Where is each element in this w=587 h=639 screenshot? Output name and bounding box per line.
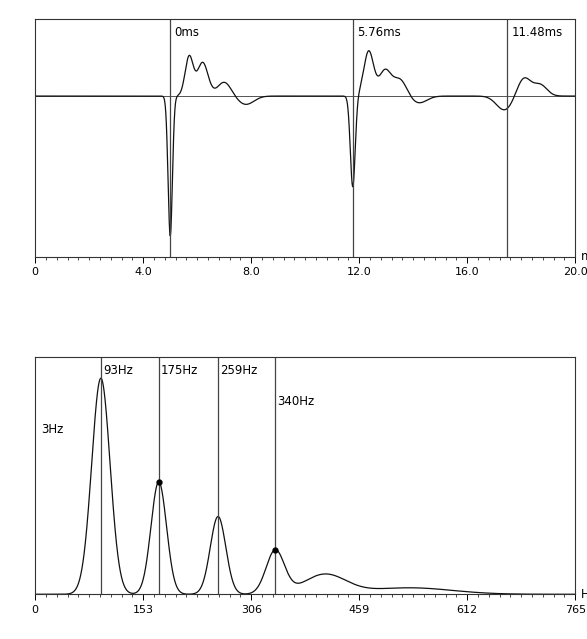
Text: 11.48ms: 11.48ms	[511, 26, 562, 40]
Text: 0ms: 0ms	[174, 26, 199, 40]
Text: 3Hz: 3Hz	[41, 423, 63, 436]
Text: 5.76ms: 5.76ms	[357, 26, 400, 40]
Text: Hz: Hz	[581, 588, 587, 601]
Text: ms: ms	[581, 250, 587, 263]
Text: 340Hz: 340Hz	[277, 395, 315, 408]
Text: 93Hz: 93Hz	[103, 364, 133, 377]
Text: 175Hz: 175Hz	[161, 364, 198, 377]
Text: 259Hz: 259Hz	[220, 364, 258, 377]
